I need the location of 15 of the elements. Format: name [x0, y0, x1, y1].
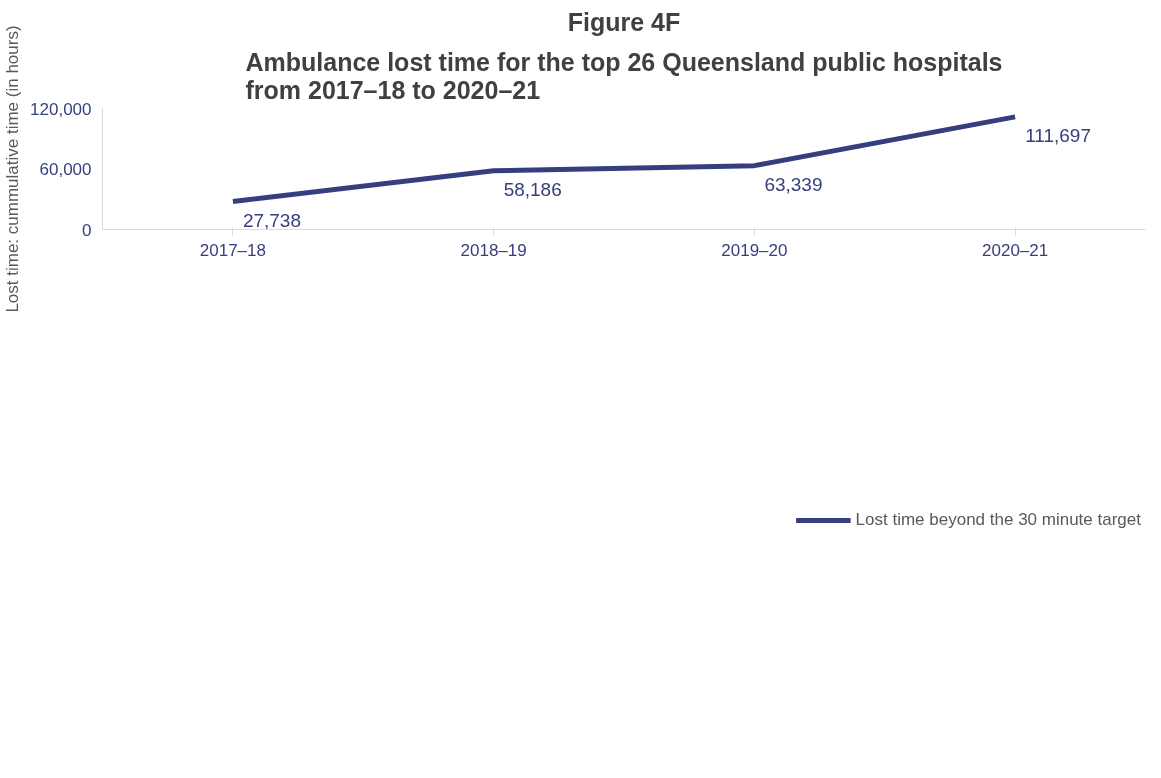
- legend-label: Lost time beyond the 30 minute target: [855, 510, 1141, 530]
- data-label: 58,186: [503, 178, 562, 200]
- x-tick-label: 2020–21: [982, 240, 1049, 260]
- chart-subtitle: Ambulance lost time for the top 26 Queensland public hospitals from 2017–18 to 2020–21: [245, 47, 1003, 104]
- x-tick-label: 2019–20: [721, 240, 788, 260]
- y-tick-label: 120,000: [30, 99, 92, 119]
- x-tick-label: 2018–19: [460, 240, 527, 260]
- chart-title: Figure 4F: [567, 7, 681, 36]
- data-label: 111,697: [1025, 124, 1091, 146]
- y-axis-title: Lost time: cummulative time (in hours): [3, 25, 23, 313]
- y-tick-label: 60,000: [39, 160, 92, 179]
- data-label: 27,738: [242, 209, 301, 231]
- x-tick-label: 2017–18: [199, 240, 266, 260]
- data-label: 63,339: [764, 173, 823, 195]
- y-tick-label: 0: [82, 220, 92, 240]
